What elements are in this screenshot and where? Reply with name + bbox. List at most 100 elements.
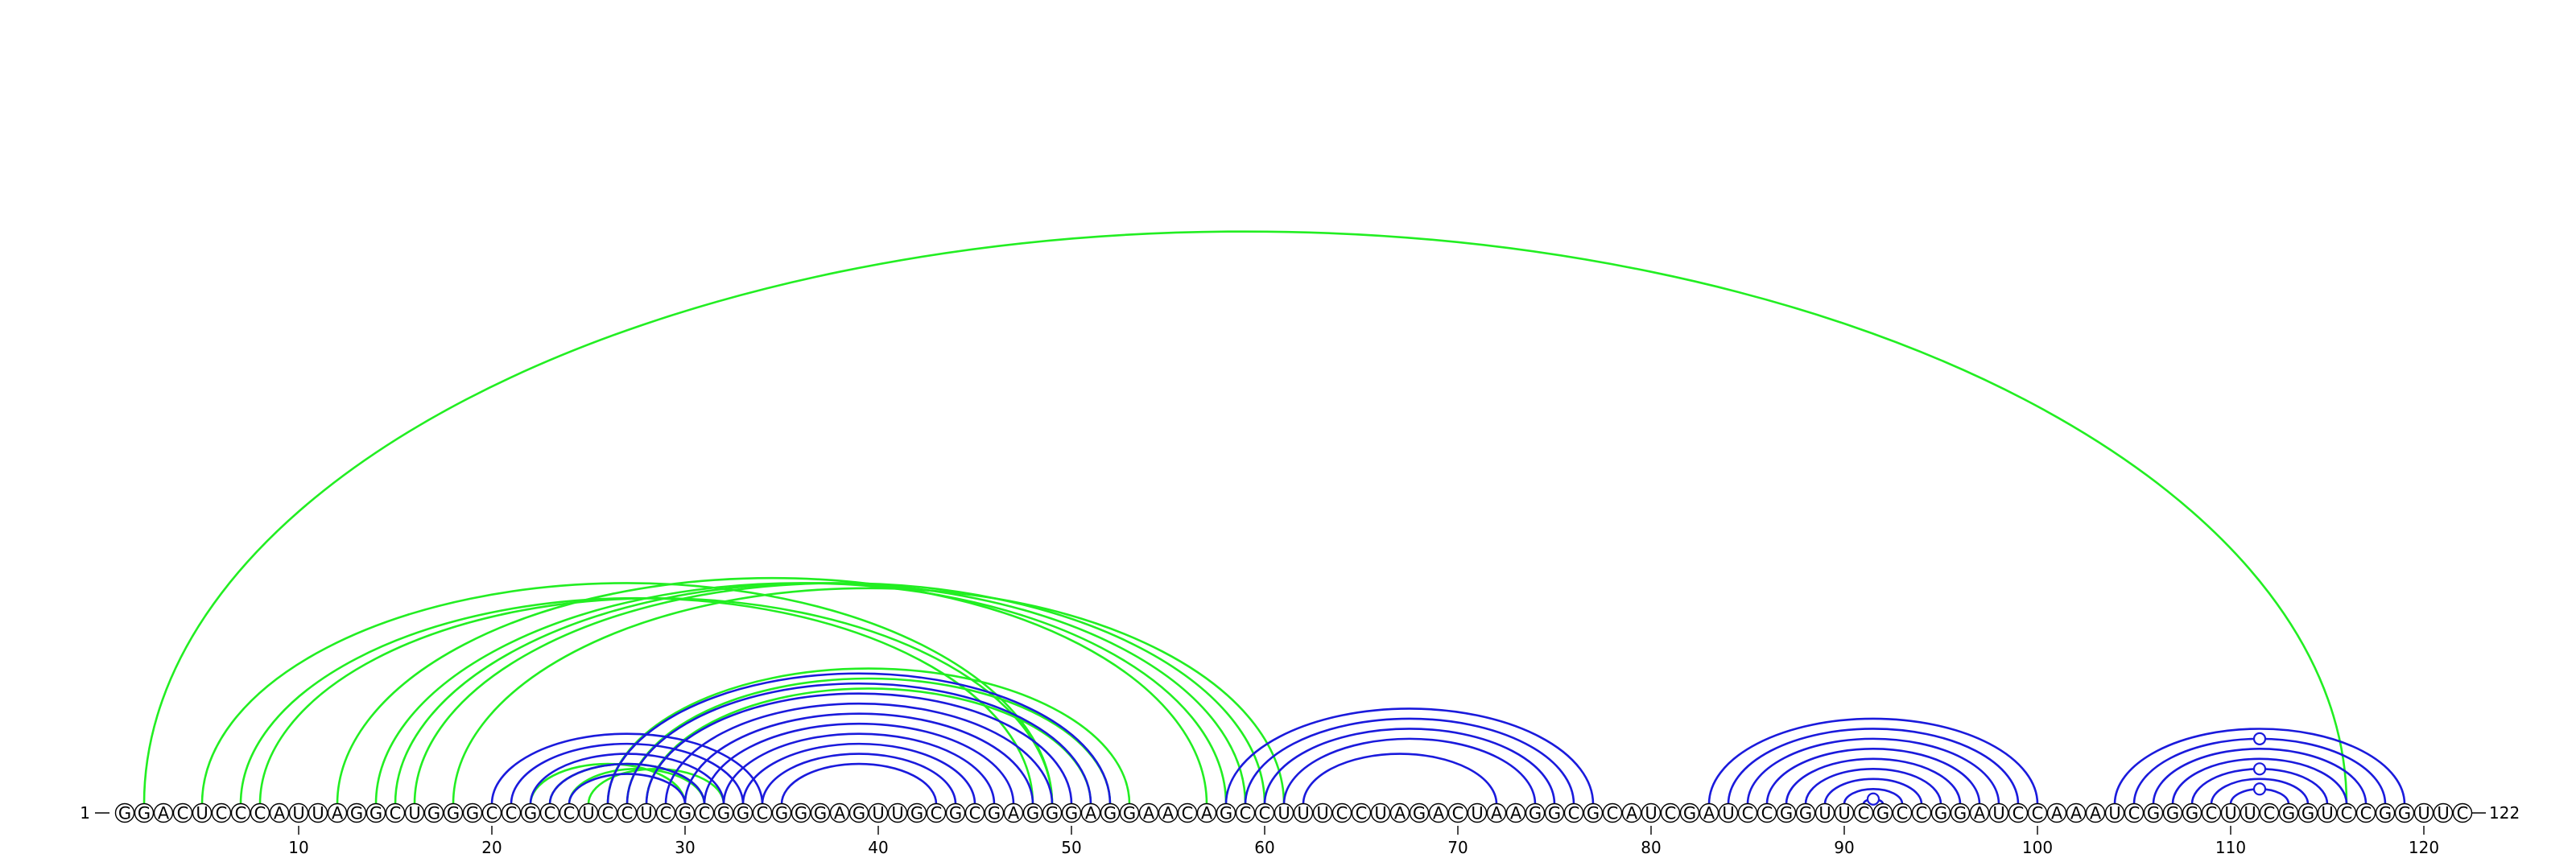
nucleotide: U (1988, 802, 2009, 823)
nucleotide-circle (1080, 802, 1101, 823)
nucleotide-circle (2413, 802, 2434, 823)
nucleotide: G (134, 802, 155, 823)
nucleotide-circle (1911, 802, 1932, 823)
nucleotide-letter: G (852, 804, 865, 823)
nucleotide-circle (211, 802, 232, 823)
nucleotide-circle (501, 802, 522, 823)
nucleotide: G (1679, 802, 1700, 823)
nucleotide: G (945, 802, 966, 823)
nucleotide: G (2297, 802, 2318, 823)
nucleotide-letter: G (949, 804, 962, 823)
nucleotide: G (984, 802, 1005, 823)
nucleotide: C (1351, 802, 1372, 823)
nucleotide-circle (810, 802, 831, 823)
nucleotide-circle (2008, 802, 2029, 823)
nucleotide-letter: G (2398, 804, 2411, 823)
nucleotide: C (597, 802, 618, 823)
nucleotide: C (2201, 802, 2222, 823)
nucleotide-circle (984, 802, 1005, 823)
nucleotide-letter: G (350, 804, 363, 823)
nucleotide: C (752, 802, 773, 823)
nucleotide: C (1853, 802, 1874, 823)
nucleotide: U (2240, 802, 2260, 823)
green-arc-18-61 (452, 587, 1286, 805)
nucleotide: C (2027, 802, 2048, 823)
blue-arc-34-44 (761, 753, 957, 805)
nucleotide: A (2046, 802, 2067, 823)
nucleotide: A (1428, 802, 1449, 823)
nucleotide: C (2124, 802, 2145, 823)
nucleotide-circle (230, 802, 251, 823)
nucleotide-letter: U (2437, 804, 2449, 823)
nucleotide-circle (1119, 802, 1140, 823)
nucleotide: G (713, 802, 734, 823)
nucleotide-circle (906, 802, 927, 823)
nucleotide-letter: U (1818, 804, 1831, 823)
nucleotide: U (578, 802, 599, 823)
nucleotide-letter: C (699, 804, 711, 823)
nucleotide: A (2085, 802, 2106, 823)
nucleotide-circle (1930, 802, 1951, 823)
nucleotide-letter: U (2224, 804, 2236, 823)
nucleotide-letter: G (138, 804, 151, 823)
nucleotide: U (636, 802, 657, 823)
nucleotide-circle (1814, 802, 1835, 823)
nucleotide-letter: C (2128, 804, 2140, 823)
nucleotide-circle (1795, 802, 1816, 823)
nucleotide-circle (1042, 802, 1063, 823)
nucleotide-letter: C (544, 804, 556, 823)
sequence-start-label: 1 (80, 803, 90, 823)
nucleotide: U (1274, 802, 1294, 823)
tick-label: 30 (675, 838, 695, 857)
blue-arc-86-97 (1765, 748, 1981, 805)
blue-arc-29-49 (664, 702, 1054, 805)
nucleotide: G (810, 802, 831, 823)
nucleotide-letter: G (1413, 804, 1426, 823)
nucleotide-circle (636, 802, 657, 823)
nucleotide-circle (2027, 802, 2048, 823)
nucleotide: C (2259, 802, 2280, 823)
nucleotide-letter: C (216, 804, 228, 823)
nucleotide-circle (675, 802, 696, 823)
nucleotide-circle (1737, 802, 1758, 823)
nucleotide: G (520, 802, 541, 823)
nucleotide-letter: C (2013, 804, 2025, 823)
nucleotide-circle (153, 802, 174, 823)
nucleotide-letter: C (1452, 804, 1464, 823)
nucleotide-letter: C (506, 804, 518, 823)
nucleotide-letter: G (1548, 804, 1561, 823)
nucleotide-circle (481, 802, 502, 823)
nucleotide: C (1447, 802, 1468, 823)
nucleotide-circle (1254, 802, 1275, 823)
blue-arc-85-98 (1746, 737, 2000, 805)
nucleotide-letter: C (2264, 804, 2276, 823)
nucleotide-circle (385, 802, 406, 823)
nucleotide-circle (2336, 802, 2357, 823)
nucleotide-letter: C (1916, 804, 1928, 823)
nucleotide-letter: A (1162, 804, 1174, 823)
nucleotide-circle (2317, 802, 2338, 823)
nucleotide-letter: C (602, 804, 614, 823)
arcs-layer (142, 230, 2406, 805)
nucleotide-letter: G (1026, 804, 1039, 823)
nucleotide-letter: G (1876, 804, 1889, 823)
nucleotide: C (1254, 802, 1275, 823)
nucleotide: C (1892, 802, 1913, 823)
nucleotide-circle (1853, 802, 1874, 823)
nucleotide-letter: C (1665, 804, 1677, 823)
nucleotide: G (2394, 802, 2415, 823)
nucleotide-circle (2046, 802, 2067, 823)
blue-arc-89-94 (1823, 778, 1923, 805)
nucleotide-circle (1061, 802, 1082, 823)
nucleotide-letter: U (1838, 804, 1850, 823)
tick-label: 100 (2022, 838, 2053, 857)
nucleotide: A (1699, 802, 1719, 823)
nucleotide: C (1737, 802, 1758, 823)
nucleotide-letter: G (1065, 804, 1078, 823)
nucleotide-letter: C (177, 804, 189, 823)
nucleotide: U (1370, 802, 1391, 823)
nucleotide-letter: C (2360, 804, 2372, 823)
pair-marker (2252, 732, 2267, 745)
nucleotide-letter: G (988, 804, 1001, 823)
nucleotide-circle (868, 802, 889, 823)
